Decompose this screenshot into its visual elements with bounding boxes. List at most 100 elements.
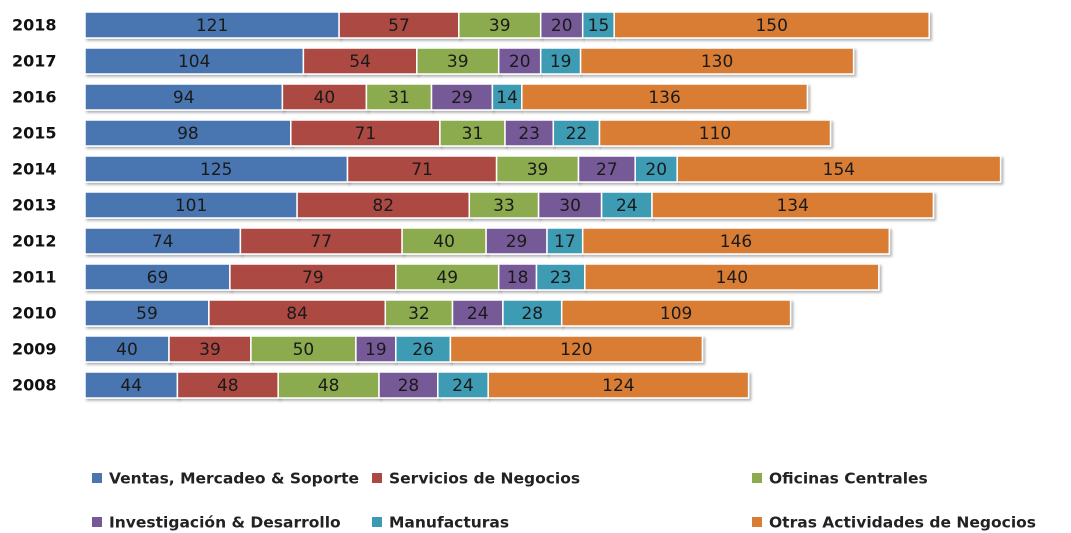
legend-swatch [752, 473, 762, 483]
data-label: 54 [349, 52, 371, 72]
bar-segment [487, 371, 750, 399]
bar-segment [84, 47, 305, 75]
bar-segment [84, 191, 298, 219]
bar-segment [577, 155, 636, 183]
data-label: 39 [199, 340, 221, 360]
data-label: 20 [551, 16, 573, 36]
bar-segment [384, 299, 454, 327]
data-label: 33 [493, 196, 515, 216]
bar-segment [84, 11, 340, 39]
data-label: 150 [755, 16, 787, 36]
bar-segment [535, 263, 586, 291]
data-label: 110 [699, 124, 731, 144]
data-label: 20 [645, 160, 667, 180]
bar-segment [395, 335, 452, 363]
data-label: 84 [286, 304, 308, 324]
data-label: 39 [527, 160, 549, 180]
legend-swatch [372, 473, 382, 483]
data-label: 14 [496, 88, 518, 108]
bar-segment [600, 191, 653, 219]
data-label: 28 [521, 304, 543, 324]
bar-segment [239, 227, 403, 255]
data-label: 98 [177, 124, 199, 144]
data-label: 44 [120, 376, 142, 396]
bar-segment [208, 299, 387, 327]
data-label: 19 [365, 340, 387, 360]
category-label: 2014 [12, 160, 57, 179]
bar-segment [581, 11, 615, 39]
bar-segment [502, 299, 563, 327]
bar-segment [584, 263, 880, 291]
data-label: 39 [447, 52, 469, 72]
data-label: 50 [293, 340, 315, 360]
bar-segment [485, 227, 548, 255]
data-label: 40 [116, 340, 138, 360]
bar-segment [497, 47, 542, 75]
bar-segment [458, 11, 542, 39]
bar-segment [84, 335, 170, 363]
legend-label: Servicios de Negocios [389, 470, 580, 488]
category-label: 2011 [12, 268, 57, 287]
category-label: 2008 [12, 376, 57, 395]
category-label: 2016 [12, 88, 57, 107]
bar-segment [84, 371, 179, 399]
category-label: 2018 [12, 16, 57, 35]
category-label: 2013 [12, 196, 57, 215]
legend-label: Ventas, Mercadeo & Soporte [109, 470, 359, 488]
category-label: 2015 [12, 124, 57, 143]
bar-segment [290, 119, 441, 147]
data-label: 74 [152, 232, 174, 252]
data-label: 23 [550, 268, 572, 288]
legend-label: Otras Actividades de Negocios [769, 514, 1036, 532]
bar-segment [579, 47, 855, 75]
legend-label: Oficinas Centrales [769, 470, 928, 488]
data-label: 30 [559, 196, 581, 216]
data-label: 39 [489, 16, 511, 36]
data-label: 40 [314, 88, 336, 108]
bar-segment [84, 83, 284, 111]
data-label: 48 [217, 376, 239, 396]
data-label: 104 [178, 52, 210, 72]
bar-segment [504, 119, 555, 147]
legend-swatch [92, 517, 102, 527]
data-label: 109 [660, 304, 692, 324]
data-label: 59 [136, 304, 158, 324]
data-label: 94 [173, 88, 195, 108]
bar-segment [430, 83, 494, 111]
data-label: 136 [648, 88, 680, 108]
legend-swatch [752, 517, 762, 527]
legend-label: Investigación & Desarrollo [109, 514, 341, 532]
bar-segment [552, 119, 601, 147]
bar-segment [84, 155, 349, 183]
bar-segment [598, 119, 832, 147]
data-label: 20 [509, 52, 531, 72]
data-label: 29 [451, 88, 473, 108]
data-label: 101 [175, 196, 207, 216]
bar-segment [634, 155, 678, 183]
bar-segment [378, 371, 439, 399]
data-label: 130 [701, 52, 733, 72]
bar-segment [395, 263, 500, 291]
bar-segment [613, 11, 930, 39]
bar-segment [537, 191, 603, 219]
bar-segment [250, 335, 357, 363]
legend-swatch [372, 517, 382, 527]
data-label: 28 [398, 376, 420, 396]
data-label: 15 [588, 16, 610, 36]
bar-segment [168, 335, 252, 363]
bar-segment [449, 335, 704, 363]
data-label: 57 [388, 16, 410, 36]
bar-segment [521, 83, 809, 111]
data-label: 24 [467, 304, 489, 324]
data-label: 124 [602, 376, 634, 396]
data-label: 31 [462, 124, 484, 144]
bar-segment [84, 299, 210, 327]
data-label: 71 [355, 124, 377, 144]
category-label: 2009 [12, 340, 57, 359]
bar-segment [84, 227, 242, 255]
data-label: 23 [518, 124, 540, 144]
data-label: 140 [716, 268, 748, 288]
data-label: 69 [147, 268, 169, 288]
bar-segment [560, 299, 792, 327]
